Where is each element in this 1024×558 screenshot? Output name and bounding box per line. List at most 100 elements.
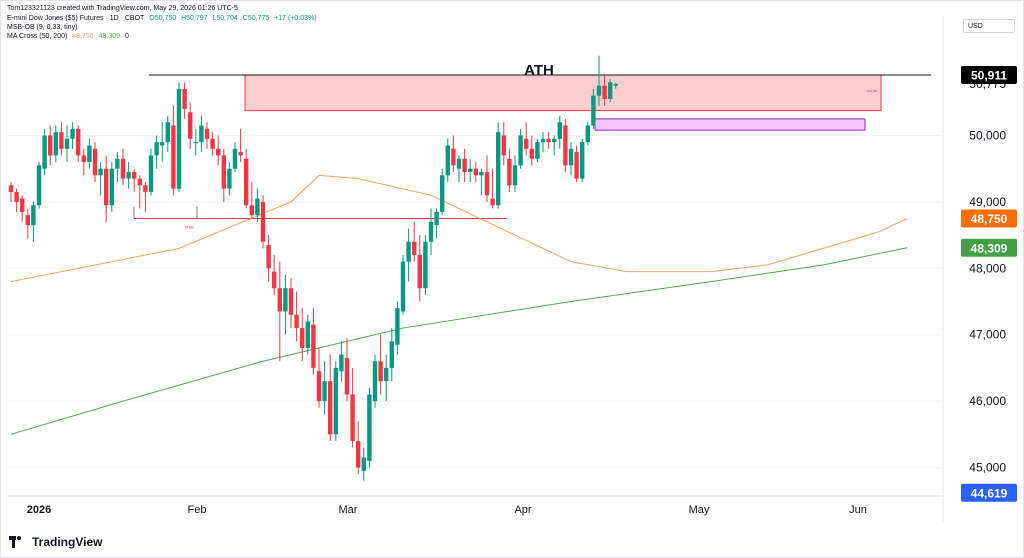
candle-52 — [300, 308, 305, 362]
candle-34 — [199, 115, 204, 153]
candle-1 — [14, 188, 19, 212]
candle-25 — [148, 148, 154, 196]
candle-83 — [473, 162, 478, 182]
candle-body — [238, 152, 243, 156]
price-badge-label-3: 44,619 — [971, 486, 1008, 500]
candle-body — [406, 241, 411, 262]
candle-103 — [585, 122, 590, 146]
candle-body — [524, 138, 529, 149]
ohlc-close: C50,775 — [242, 15, 270, 22]
candle-10 — [64, 125, 70, 163]
candle-body — [64, 138, 70, 149]
candle-97 — [552, 135, 557, 156]
price-badge-3 — [961, 483, 1017, 502]
candle-body — [423, 241, 428, 289]
price-badge-label-2: 48,309 — [971, 241, 1008, 255]
ma-extra-value: 0 — [125, 33, 129, 40]
candle-30 — [176, 82, 182, 192]
candle-body — [204, 128, 210, 139]
price-badge-label-1: 48,750 — [971, 212, 1008, 226]
candle-6 — [42, 128, 47, 176]
price-badge-0 — [961, 66, 1017, 84]
supply-zone-label: Sell OB — [867, 89, 877, 93]
candle-body — [176, 89, 182, 189]
candle-body — [507, 158, 512, 186]
candle-body — [462, 158, 467, 173]
candle-27 — [160, 122, 165, 163]
candle-body — [132, 172, 137, 179]
candle-body — [529, 148, 534, 159]
candle-body — [512, 165, 518, 186]
candle-102 — [580, 138, 585, 182]
candle-body — [501, 135, 506, 156]
ohlc-high: H50,797 — [181, 15, 208, 22]
candle-48 — [277, 261, 282, 362]
ohlc-low: L50,704 — [212, 15, 238, 22]
candle-57 — [328, 354, 333, 441]
candle-2 — [20, 195, 25, 222]
candle-body — [76, 128, 81, 156]
candle-body — [25, 215, 30, 226]
candle-body — [328, 381, 333, 435]
candle-0 — [8, 181, 14, 202]
indicator-ma-cross-line: MA Cross (50, 200) 48,750 48,309 0 — [7, 32, 132, 41]
candle-body — [591, 95, 596, 126]
candle-body — [316, 371, 322, 402]
candle-14 — [87, 138, 92, 169]
indicator-msb-ob[interactable]: MSB-OB (9, 0.33, tiny) — [7, 24, 78, 31]
candle-62 — [356, 421, 361, 475]
candle-body — [277, 288, 282, 312]
candle-body — [563, 125, 568, 166]
candle-body — [70, 128, 75, 139]
ma50-line — [10, 174, 908, 283]
candle-46 — [266, 235, 271, 282]
candle-26 — [154, 135, 159, 169]
candle-body — [266, 245, 271, 269]
ohlc-open: O50,750 — [149, 15, 177, 22]
candle-body — [199, 125, 204, 143]
price-tick-label-3: 48,000 — [969, 261, 1006, 275]
candle-104 — [591, 89, 596, 129]
candle-29 — [171, 105, 176, 196]
candle-body — [8, 185, 14, 192]
price-chart[interactable]: Sell OB ATH MSB 45,000 46,000 47,000 48,000 49,… — [1, 1, 1024, 531]
candle-18 — [109, 162, 114, 212]
candle-body — [193, 142, 198, 144]
candle-96 — [546, 132, 551, 149]
supply-zone — [244, 74, 882, 112]
candle-82 — [468, 158, 473, 182]
candle-68 — [389, 328, 394, 382]
candle-body — [445, 145, 450, 176]
candle-15 — [92, 142, 98, 182]
candle-body — [294, 314, 299, 329]
candle-3 — [25, 208, 30, 239]
candle-body — [473, 168, 478, 176]
candle-39 — [227, 162, 232, 196]
candle-body — [210, 138, 215, 149]
candle-body — [260, 201, 266, 242]
candle-body — [339, 354, 344, 372]
candle-22 — [132, 168, 137, 192]
candle-body — [160, 142, 165, 146]
candle-100 — [568, 142, 574, 176]
candle-body — [361, 457, 366, 471]
ohlc-change: +17 (+0.03%) — [274, 15, 317, 22]
currency-selector[interactable]: USD — [963, 19, 1015, 33]
candle-45 — [260, 195, 266, 249]
candle-body — [440, 175, 445, 212]
candle-13 — [81, 148, 86, 176]
candle-5 — [36, 162, 42, 209]
candle-38 — [221, 148, 226, 202]
indicator-ma-cross[interactable]: MA Cross (50, 200) — [7, 33, 68, 40]
candle-body — [283, 288, 288, 312]
candle-body — [350, 394, 355, 441]
price-tick-label-2: 47,000 — [969, 328, 1006, 342]
tradingview-logo-icon — [9, 536, 27, 548]
time-tick-label-2: Mar — [339, 504, 358, 516]
price-badge-2 — [961, 238, 1017, 257]
candle-body — [552, 138, 557, 143]
candle-body — [188, 112, 193, 139]
symbol-title[interactable]: E-mini Dow Jones ($5) Futures · 1D · CBO… — [7, 15, 145, 22]
candle-64 — [367, 387, 372, 468]
candle-body — [378, 361, 383, 382]
